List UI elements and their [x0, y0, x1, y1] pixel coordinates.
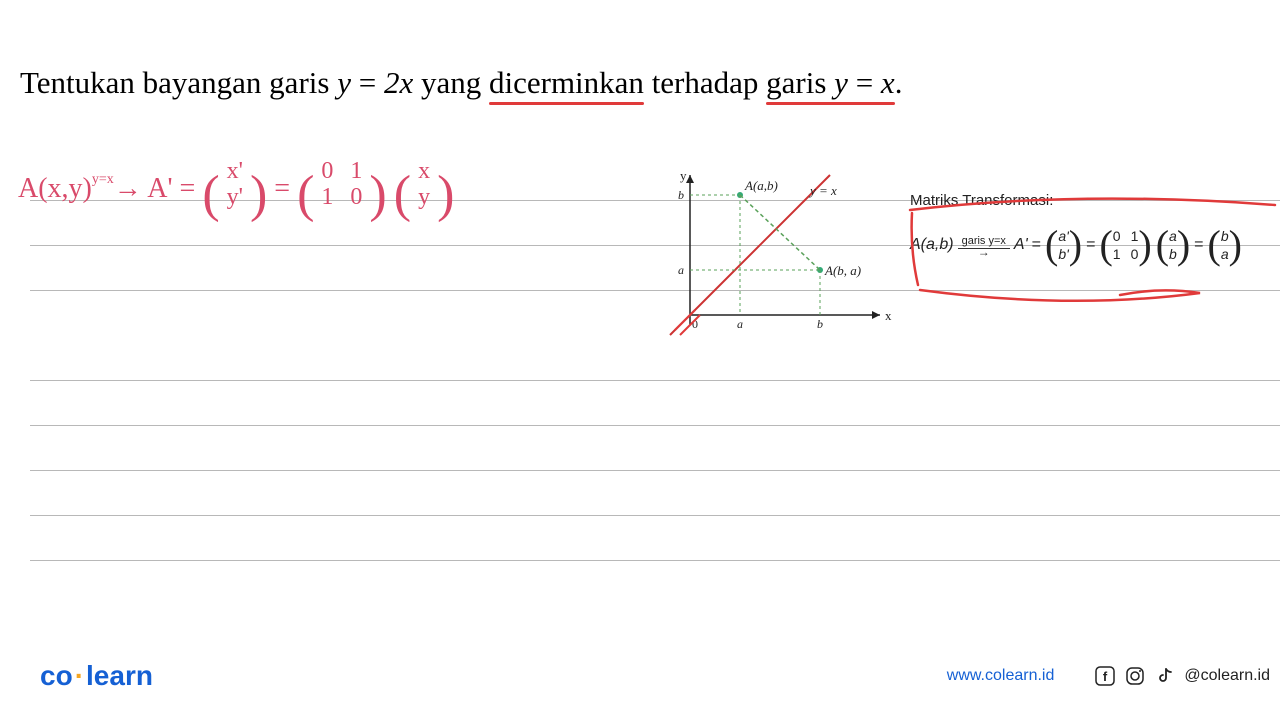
hw-matrix-1: ( x'y' ) [202, 158, 267, 224]
tf-eq3: = [1194, 236, 1203, 254]
hw-m1-b: y' [227, 184, 243, 210]
tf-eq2: = [1086, 236, 1095, 254]
diag-tick-b2: b [678, 188, 684, 202]
hw-m01: 1 [350, 158, 362, 184]
q-eq-y: y [337, 65, 351, 100]
tf-Aprime: A' [1014, 236, 1028, 254]
tf-v1b: b' [1058, 245, 1068, 263]
logo-co: co [40, 660, 73, 691]
tf-mat: ( 01 10 ) [1099, 225, 1151, 265]
q-prefix: Tentukan bayangan garis [20, 65, 337, 100]
q-underline-2: garis y = x [766, 65, 895, 101]
q-u2-a: garis [766, 65, 834, 100]
q-underline-1: dicerminkan [489, 65, 644, 101]
social-handle: @colearn.id [1184, 667, 1270, 685]
q-end: . [895, 65, 903, 100]
tf-m10: 1 [1113, 245, 1121, 263]
tf-v2b: b [1169, 245, 1177, 263]
q-u2-d: x [881, 65, 895, 100]
ruled-line [30, 380, 1280, 381]
hw-arrow: → [114, 173, 142, 204]
q-eq-eq: = [351, 65, 384, 100]
tf-v2t: a [1169, 227, 1177, 245]
hw-Aprime: A' [147, 173, 172, 204]
hw-m00: 0 [321, 158, 333, 184]
hw-m3-t: x [418, 158, 430, 184]
footer: co·learn www.colearn.id f @colearn.id [40, 660, 1280, 692]
diag-Aprime-label: A(b, a) [824, 263, 861, 278]
hw-eq: = [180, 173, 196, 204]
q-u2-c: = [848, 65, 881, 100]
logo-dot: · [73, 660, 86, 691]
tiktok-icon [1154, 665, 1176, 687]
diag-x-axis: x [885, 308, 892, 323]
tf-v3t: b [1221, 227, 1229, 245]
svg-text:f: f [1103, 669, 1108, 684]
handwriting: A(x,y)y=x→ A' = ( x'y' ) = ( 01 10 ) ( x… [18, 158, 454, 224]
website-url: www.colearn.id [947, 667, 1055, 685]
diag-y-axis: y [680, 168, 687, 183]
tf-m01: 1 [1131, 227, 1139, 245]
tf-vec2: ( ab ) [1156, 225, 1190, 265]
transform-title: Matriks Transformasi: [910, 192, 1280, 209]
instagram-icon [1124, 665, 1146, 687]
social-handles: f @colearn.id [1094, 665, 1270, 687]
hw-m1-t: x' [227, 158, 243, 184]
tf-vec3: ( ba ) [1208, 225, 1242, 265]
transform-box: Matriks Transformasi: A(a,b) garis y=x →… [910, 192, 1280, 265]
ruled-line [30, 425, 1280, 426]
hw-m11: 0 [350, 184, 362, 210]
ruled-line [30, 515, 1280, 516]
hw-m10: 1 [321, 184, 333, 210]
diag-tick-a2: a [678, 263, 684, 277]
tf-v1t: a' [1058, 227, 1068, 245]
diag-A-label: A(a,b) [744, 178, 778, 193]
q-u2-b: y [834, 65, 848, 100]
tf-eq1: = [1032, 236, 1041, 254]
tf-m00: 0 [1113, 227, 1121, 245]
transform-equation: A(a,b) garis y=x → A' = ( a'b' ) = ( 01 … [910, 225, 1280, 265]
ruled-line [30, 560, 1280, 561]
reflection-diagram: A(a,b) A(b, a) y = x x y 0 a b b a [660, 165, 910, 345]
logo-learn: learn [86, 660, 153, 691]
brand-logo: co·learn [40, 660, 153, 692]
q-eq-2x: 2x [384, 65, 413, 100]
hw-A: A(x,y) [18, 173, 92, 204]
q-mid: yang [413, 65, 489, 100]
hw-m3-b: y [418, 184, 430, 210]
ruled-line [30, 290, 1280, 291]
diag-line-label: y = x [808, 183, 837, 198]
diag-tick-a: a [737, 317, 743, 331]
question-text: Tentukan bayangan garis y = 2x yang dice… [20, 65, 1270, 101]
tf-m11: 0 [1131, 245, 1139, 263]
q-mid2: terhadap [644, 65, 766, 100]
tf-vec1: ( a'b' ) [1045, 225, 1082, 265]
hw-matrix-3: ( xy ) [394, 158, 455, 224]
ruled-line [30, 470, 1280, 471]
tf-A: A(a,b) [910, 236, 954, 254]
hw-eq2: = [274, 173, 290, 204]
hw-matrix-2: ( 01 10 ) [297, 158, 387, 224]
facebook-icon: f [1094, 665, 1116, 687]
tf-v3b: a [1221, 245, 1229, 263]
hw-arrow-sup: y=x [92, 172, 114, 187]
diag-tick-b: b [817, 317, 823, 331]
